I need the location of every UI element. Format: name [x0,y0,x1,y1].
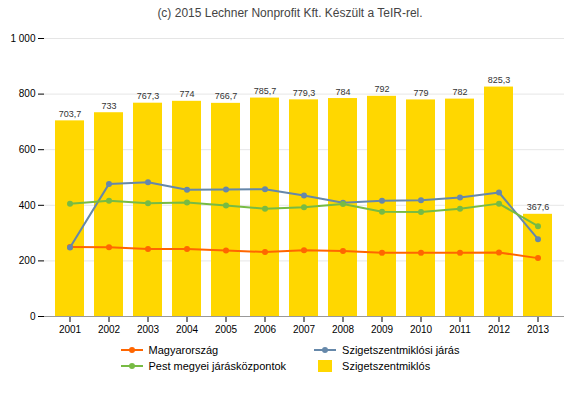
svg-text:774: 774 [179,89,194,99]
html-text:Szigetszentmiklósi járás: Szigetszentmiklósi járás [342,344,460,356]
svg-text:2010: 2010 [410,324,433,335]
svg-text:782: 782 [452,87,467,97]
svg-text:200: 200 [19,255,36,266]
svg-text:2009: 2009 [371,324,394,335]
html-text:Szigetszentmiklós: Szigetszentmiklós [342,360,431,372]
svg-text:367,6: 367,6 [527,202,550,212]
svg-text:784: 784 [335,87,350,97]
svg-text:800: 800 [19,88,36,99]
svg-text:2005: 2005 [215,324,238,335]
svg-text:2004: 2004 [176,324,199,335]
svg-text:1 000: 1 000 [10,33,35,44]
svg-text:766,7: 766,7 [215,91,238,101]
svg-text:2003: 2003 [137,324,160,335]
html-text:Magyarország: Magyarország [148,344,219,356]
svg-text:400: 400 [19,200,36,211]
svg-text:2006: 2006 [254,324,277,335]
svg-text:2008: 2008 [332,324,355,335]
html-text:Pest megyei járásközpontok: Pest megyei járásközpontok [148,360,287,372]
svg-text:2013: 2013 [527,324,550,335]
svg-text:2011: 2011 [449,324,471,335]
svg-text:779: 779 [413,88,428,98]
svg-text:825,3: 825,3 [488,75,511,85]
svg-text:2007: 2007 [293,324,316,335]
svg-text:792: 792 [374,84,389,94]
svg-text:703,7: 703,7 [59,109,82,119]
svg-text:0: 0 [30,311,36,322]
html-text:(c) 2015 Lechner Nonprofit Kft: (c) 2015 Lechner Nonprofit Kft. Készült … [157,6,423,20]
svg-text:785,7: 785,7 [254,86,277,96]
svg-text:779,3: 779,3 [293,88,316,98]
svg-text:767,3: 767,3 [137,91,160,101]
svg-text:2001: 2001 [59,324,82,335]
svg-text:2002: 2002 [98,324,121,335]
svg-text:2012: 2012 [488,324,511,335]
svg-text:733: 733 [101,101,116,111]
svg-text:600: 600 [19,144,36,155]
